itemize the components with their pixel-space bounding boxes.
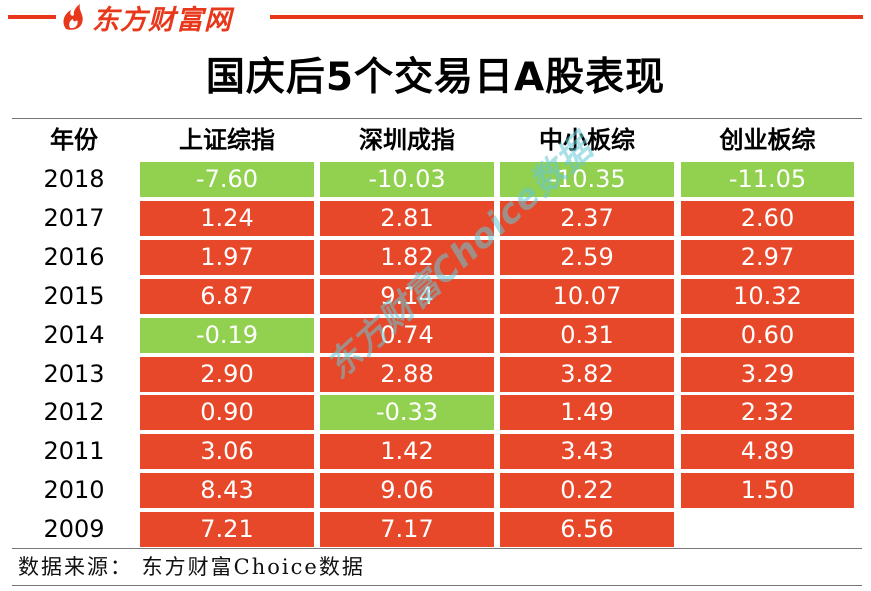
value-cell-sse-composite: -0.19 [140,318,314,353]
year-cell: 2012 [43,398,105,426]
value-cell-sse-composite: 1.97 [140,240,314,275]
year-cell: 2014 [43,321,105,349]
value-cell-sse-composite: 1.24 [140,201,314,236]
value-cell-sse-composite: 0.90 [140,395,314,430]
value-cell-chinext-composite: 4.89 [681,434,854,469]
value-cell-chinext-composite: 10.32 [681,279,854,314]
source-note: 数据来源： 东方财富Choice数据 [18,555,365,579]
flame-logo-icon [63,4,83,30]
value-cell-chinext-composite: 3.29 [681,357,854,392]
header-sse-composite: 上证综指 [179,126,275,154]
value-cell-szse-component: 7.17 [320,512,494,547]
brand-logo: 东方财富网 [58,0,232,36]
year-cell: 2013 [43,360,105,388]
brand-name: 东方财富网 [92,4,232,36]
header-rule-right [270,15,863,19]
value-cell-szse-component: -0.33 [320,395,494,430]
value-cell-sse-composite: 3.06 [140,434,314,469]
value-cell-chinext-composite: 2.97 [681,240,854,275]
header-szse-component: 深圳成指 [359,126,455,154]
year-cell: 2018 [43,165,105,193]
value-cell-sme-composite: 2.59 [500,240,674,275]
value-cell-sse-composite: 2.90 [140,357,314,392]
value-cell-chinext-composite: 2.60 [681,201,854,236]
value-cell-szse-component: 1.42 [320,434,494,469]
year-cell: 2015 [43,282,105,310]
page-title: 国庆后5个交易日A股表现 [205,55,666,100]
table-top-rule [12,118,862,119]
value-cell-sme-composite: -10.35 [500,162,674,197]
value-cell-sme-composite: 2.37 [500,201,674,236]
year-cell: 2017 [43,204,105,232]
year-cell: 2011 [43,437,105,465]
value-cell-szse-component: 9.06 [320,473,494,508]
value-cell-szse-component: 9.14 [320,279,494,314]
header-chinext-composite: 创业板综 [719,126,816,154]
value-cell-szse-component: 2.88 [320,357,494,392]
value-cell-sse-composite: 6.87 [140,279,314,314]
year-cell: 2016 [43,243,105,271]
header-rule-left [8,15,56,19]
year-cell: 2010 [43,476,105,504]
value-cell-sse-composite: -7.60 [140,162,314,197]
value-cell-szse-component: -10.03 [320,162,494,197]
value-cell-sme-composite: 0.22 [500,473,674,508]
value-cell-szse-component: 0.74 [320,318,494,353]
footer-rule [12,585,862,586]
value-cell-chinext-composite: 0.60 [681,318,854,353]
value-cell-szse-component: 1.82 [320,240,494,275]
value-cell-sme-composite: 3.43 [500,434,674,469]
header-sme-composite: 中小板综 [539,126,635,154]
value-cell-sse-composite: 8.43 [140,473,314,508]
value-cell-chinext-composite: -11.05 [681,162,854,197]
value-cell-sme-composite: 10.07 [500,279,674,314]
value-cell-szse-component: 2.81 [320,201,494,236]
value-cell-sme-composite: 6.56 [500,512,674,547]
value-cell-sse-composite: 7.21 [140,512,314,547]
value-cell-sme-composite: 3.82 [500,357,674,392]
value-cell-sme-composite: 0.31 [500,318,674,353]
year-cell: 2009 [43,515,105,543]
value-cell-sme-composite: 1.49 [500,395,674,430]
table-bottom-rule [12,548,862,549]
value-cell-chinext-composite: 2.32 [681,395,854,430]
header-year: 年份 [50,126,98,154]
value-cell-chinext-composite: 1.50 [681,473,854,508]
